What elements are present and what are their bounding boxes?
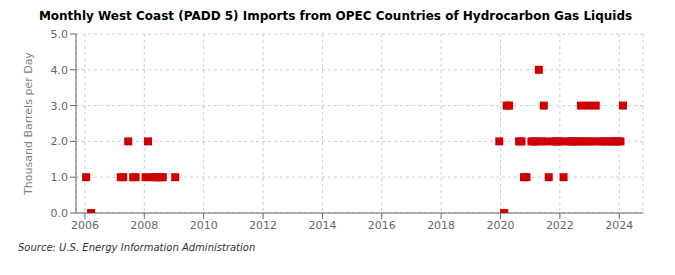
svg-text:2.0: 2.0 — [51, 135, 69, 148]
svg-text:2024: 2024 — [605, 219, 633, 232]
svg-text:5.0: 5.0 — [51, 28, 69, 41]
svg-text:2008: 2008 — [130, 219, 158, 232]
svg-text:2014: 2014 — [308, 219, 336, 232]
html-text:Source: U.S. Energy Informatio: Source: U.S. Energy Information Administ… — [18, 242, 256, 253]
svg-text:2006: 2006 — [71, 219, 99, 232]
svg-text:2018: 2018 — [427, 219, 455, 232]
svg-text:2016: 2016 — [368, 219, 396, 232]
svg-text:2010: 2010 — [190, 219, 218, 232]
svg-text:1.0: 1.0 — [51, 171, 69, 184]
svg-text:2012: 2012 — [249, 219, 277, 232]
svg-text:4.0: 4.0 — [51, 64, 69, 77]
svg-text:3.0: 3.0 — [51, 100, 69, 113]
html-text:Monthly West Coast (PADD 5) Im: Monthly West Coast (PADD 5) Imports from… — [38, 9, 633, 23]
svg-text:0.0: 0.0 — [51, 207, 69, 220]
svg-text:2022: 2022 — [546, 219, 574, 232]
svg-text:2020: 2020 — [487, 219, 515, 232]
svg-text:Thousand Barrels per Day: Thousand Barrels per Day — [22, 52, 35, 196]
